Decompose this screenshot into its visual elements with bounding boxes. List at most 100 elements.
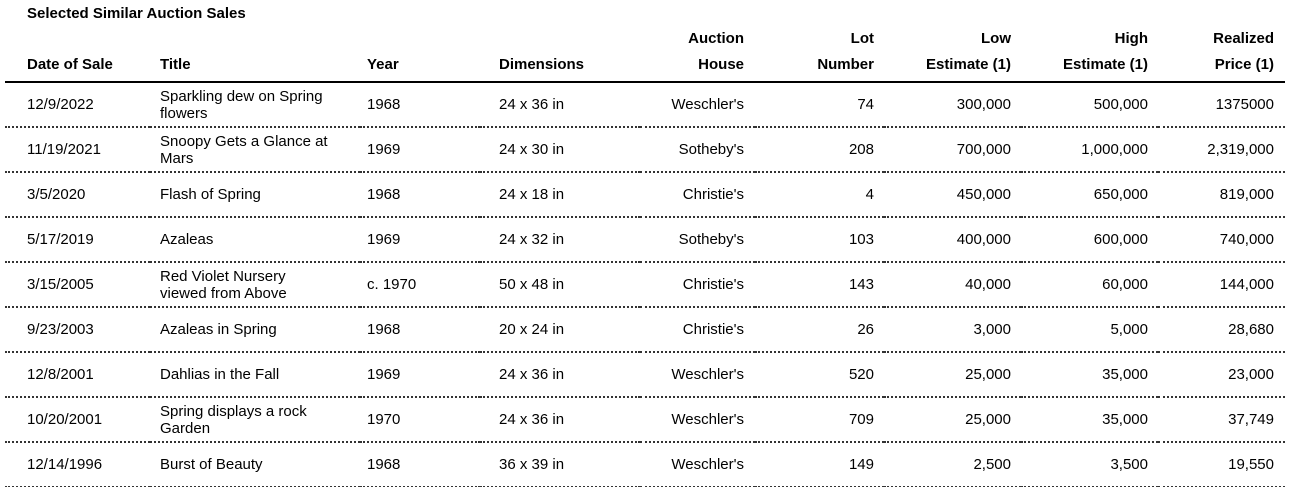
cell: 650,000 bbox=[1021, 172, 1158, 218]
cell: Weschler's bbox=[640, 82, 755, 128]
cell: 25,000 bbox=[884, 352, 1021, 398]
cell: 709 bbox=[755, 397, 884, 443]
cell: 450,000 bbox=[884, 172, 1021, 218]
cell: Red Violet Nursery viewed from Above bbox=[150, 262, 360, 308]
cell: 9/23/2003 bbox=[5, 307, 150, 353]
column-header-auction-house: Auction House bbox=[640, 26, 755, 83]
cell: 12/8/2001 bbox=[5, 352, 150, 398]
cell: Sotheby's bbox=[640, 217, 755, 263]
cell: 700,000 bbox=[884, 127, 1021, 173]
cell: 40,000 bbox=[884, 262, 1021, 308]
cell: 11/19/2021 bbox=[5, 127, 150, 173]
column-header-realized-price: Realized Price (1) bbox=[1158, 26, 1285, 83]
cell: 1968 bbox=[360, 172, 480, 218]
cell: 24 x 32 in bbox=[480, 217, 640, 263]
cell: c. 1970 bbox=[360, 262, 480, 308]
cell: 24 x 30 in bbox=[480, 127, 640, 173]
cell: Spring displays a rock Garden bbox=[150, 397, 360, 443]
cell: Weschler's bbox=[640, 397, 755, 443]
table-title: Selected Similar Auction Sales bbox=[27, 5, 246, 22]
cell: 1969 bbox=[360, 217, 480, 263]
cell: 24 x 36 in bbox=[480, 352, 640, 398]
cell: 600,000 bbox=[1021, 217, 1158, 263]
cell: 60,000 bbox=[1021, 262, 1158, 308]
cell: Weschler's bbox=[640, 442, 755, 487]
cell: 24 x 18 in bbox=[480, 172, 640, 218]
cell: 740,000 bbox=[1158, 217, 1285, 263]
table-row: 12/8/2001 Dahlias in the Fall 1969 24 x 36 … bbox=[5, 352, 1285, 398]
cell: 5/17/2019 bbox=[5, 217, 150, 263]
cell: 1,000,000 bbox=[1021, 127, 1158, 173]
table-row: 3/15/2005 Red Violet Nursery viewed from … bbox=[5, 262, 1285, 308]
cell: 208 bbox=[755, 127, 884, 173]
cell: 5,000 bbox=[1021, 307, 1158, 353]
column-header-year: Year bbox=[360, 26, 480, 83]
column-header-lot-number: Lot Number bbox=[755, 26, 884, 83]
cell: Dahlias in the Fall bbox=[150, 352, 360, 398]
cell: 24 x 36 in bbox=[480, 397, 640, 443]
table-body: 12/9/2022 Sparkling dew on Spring flowers… bbox=[5, 82, 1285, 487]
auction-sales-table: Date of Sale Title Year Dimensions Aucti… bbox=[5, 26, 1285, 487]
cell: 1969 bbox=[360, 127, 480, 173]
cell: 36 x 39 in bbox=[480, 442, 640, 487]
cell: Flash of Spring bbox=[150, 172, 360, 218]
cell: 2,319,000 bbox=[1158, 127, 1285, 173]
cell: Christie's bbox=[640, 172, 755, 218]
cell: 300,000 bbox=[884, 82, 1021, 128]
cell: Snoopy Gets a Glance at Mars bbox=[150, 127, 360, 173]
cell: 74 bbox=[755, 82, 884, 128]
cell: 2,500 bbox=[884, 442, 1021, 487]
column-header-dimensions: Dimensions bbox=[480, 26, 640, 83]
cell: 26 bbox=[755, 307, 884, 353]
cell: Burst of Beauty bbox=[150, 442, 360, 487]
cell: 50 x 48 in bbox=[480, 262, 640, 308]
cell: 10/20/2001 bbox=[5, 397, 150, 443]
cell: Christie's bbox=[640, 307, 755, 353]
column-header-date-of-sale: Date of Sale bbox=[5, 26, 150, 83]
cell: 37,749 bbox=[1158, 397, 1285, 443]
cell: 149 bbox=[755, 442, 884, 487]
cell: Azaleas bbox=[150, 217, 360, 263]
cell: 35,000 bbox=[1021, 397, 1158, 443]
cell: 3,500 bbox=[1021, 442, 1158, 487]
table-row: 12/14/1996 Burst of Beauty 1968 36 x 39 in W… bbox=[5, 442, 1285, 487]
header-row: Date of Sale Title Year Dimensions Aucti… bbox=[5, 26, 1285, 83]
cell: 3/15/2005 bbox=[5, 262, 150, 308]
cell: Weschler's bbox=[640, 352, 755, 398]
cell: 500,000 bbox=[1021, 82, 1158, 128]
cell: 12/9/2022 bbox=[5, 82, 150, 128]
cell: Azaleas in Spring bbox=[150, 307, 360, 353]
table-row: 5/17/2019 Azaleas 1969 24 x 32 in Sotheby's 1… bbox=[5, 217, 1285, 263]
table-row: 3/5/2020 Flash of Spring 1968 24 x 18 in Chr… bbox=[5, 172, 1285, 218]
table-row: 10/20/2001 Spring displays a rock Garden 1… bbox=[5, 397, 1285, 443]
cell: 103 bbox=[755, 217, 884, 263]
cell: 819,000 bbox=[1158, 172, 1285, 218]
cell: 1969 bbox=[360, 352, 480, 398]
column-header-low-estimate: Low Estimate (1) bbox=[884, 26, 1021, 83]
cell: 144,000 bbox=[1158, 262, 1285, 308]
cell: 1968 bbox=[360, 307, 480, 353]
cell: 25,000 bbox=[884, 397, 1021, 443]
cell: 1375000 bbox=[1158, 82, 1285, 128]
cell: 3/5/2020 bbox=[5, 172, 150, 218]
cell: 143 bbox=[755, 262, 884, 308]
table-row: 9/23/2003 Azaleas in Spring 1968 20 x 24 in… bbox=[5, 307, 1285, 353]
cell: 1968 bbox=[360, 82, 480, 128]
cell: 20 x 24 in bbox=[480, 307, 640, 353]
cell: Sparkling dew on Spring flowers bbox=[150, 82, 360, 128]
cell: 4 bbox=[755, 172, 884, 218]
cell: Sotheby's bbox=[640, 127, 755, 173]
column-header-high-estimate: High Estimate (1) bbox=[1021, 26, 1158, 83]
cell: 3,000 bbox=[884, 307, 1021, 353]
column-header-title: Title bbox=[150, 26, 360, 83]
cell: 19,550 bbox=[1158, 442, 1285, 487]
cell: 1970 bbox=[360, 397, 480, 443]
table-row: 12/9/2022 Sparkling dew on Spring flowers… bbox=[5, 82, 1285, 128]
cell: 400,000 bbox=[884, 217, 1021, 263]
cell: 28,680 bbox=[1158, 307, 1285, 353]
cell: 520 bbox=[755, 352, 884, 398]
cell: 1968 bbox=[360, 442, 480, 487]
cell: 23,000 bbox=[1158, 352, 1285, 398]
cell: 24 x 36 in bbox=[480, 82, 640, 128]
